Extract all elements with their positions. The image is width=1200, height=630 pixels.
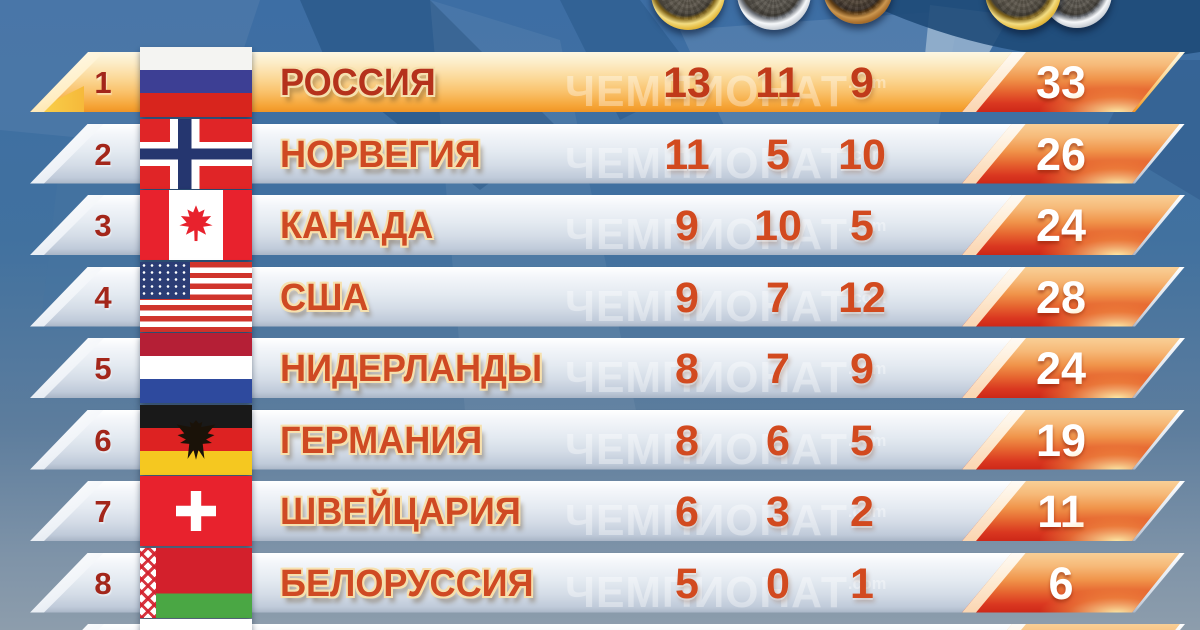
rank-label: 5 bbox=[94, 351, 112, 386]
rank-label: 2 bbox=[94, 136, 112, 172]
total-count: 6 bbox=[1048, 557, 1074, 609]
total-count: 24 bbox=[1035, 200, 1087, 251]
watermark: ЧЕМПИОНАТ.com bbox=[565, 424, 887, 474]
rank-label: 6 bbox=[94, 422, 112, 458]
total-box: 19 bbox=[930, 410, 1180, 470]
watermark: ЧЕМПИОНАТ.com bbox=[565, 567, 887, 617]
gold-count: 9 bbox=[675, 202, 699, 250]
table-row: ЧЕМПИОНАТ.com 5 НИДЕРЛАНДЫ 8 7 9 24 bbox=[30, 333, 1185, 403]
country-flag-icon bbox=[140, 547, 252, 618]
table-row: ЧЕМПИОНАТ.com 2 НОРВЕГИЯ 11 5 10 26 bbox=[30, 118, 1185, 189]
total-box: 26 bbox=[930, 124, 1180, 184]
table-row: ЧЕМПИОНАТ.com 7 ШВЕЙЦАРИЯ 6 3 2 11 bbox=[30, 476, 1185, 546]
gold-count: 5 bbox=[675, 559, 699, 608]
country-name: НОРВЕГИЯ bbox=[280, 133, 481, 176]
watermark: ЧЕМПИОНАТ.com bbox=[565, 353, 887, 402]
gold-count: 13 bbox=[663, 59, 711, 107]
country-name: ГЕРМАНИЯ bbox=[280, 419, 483, 462]
watermark: ЧЕМПИОНАТ.com bbox=[565, 281, 887, 331]
country-flag-icon bbox=[140, 118, 252, 189]
bronze-count: 1 bbox=[850, 559, 874, 608]
bronze-count: 5 bbox=[850, 202, 874, 250]
silver-count: 6 bbox=[766, 416, 790, 465]
row-band: ЧЕМПИОНАТ.com 5 НИДЕРЛАНДЫ 8 7 9 24 bbox=[30, 338, 1185, 398]
country-flag-icon bbox=[140, 261, 252, 332]
gold-count: 6 bbox=[675, 488, 699, 536]
country-flag-icon bbox=[140, 333, 252, 403]
total-count: 28 bbox=[1035, 271, 1087, 323]
silver-count: 10 bbox=[754, 202, 802, 250]
gold-count bbox=[642, 624, 732, 630]
rank-label: 3 bbox=[94, 208, 112, 243]
table-row bbox=[30, 619, 1185, 630]
silver-count: 3 bbox=[766, 488, 790, 536]
country-name: ШВЕЙЦАРИЯ bbox=[280, 491, 521, 533]
silver-count: 5 bbox=[766, 130, 790, 179]
total-count: 33 bbox=[1035, 57, 1087, 108]
bronze-count: 2 bbox=[850, 488, 874, 536]
silver-count: 7 bbox=[766, 273, 790, 322]
country-flag-icon bbox=[140, 476, 252, 546]
total-count: 11 bbox=[1037, 486, 1085, 537]
bronze-count: 5 bbox=[850, 416, 874, 465]
total-box: 33 bbox=[930, 52, 1180, 112]
silver-count bbox=[733, 624, 823, 630]
silver-count: 0 bbox=[766, 559, 790, 608]
total-box bbox=[930, 624, 1180, 630]
watermark: ЧЕМПИОНАТ.com bbox=[565, 496, 887, 545]
table-row: ЧЕМПИОНАТ.com 6 ГЕРМАНИЯ 8 6 5 19 bbox=[30, 404, 1185, 475]
total-count: 26 bbox=[1035, 128, 1087, 180]
country-name: РОССИЯ bbox=[280, 62, 436, 104]
total-box: 11 bbox=[930, 481, 1180, 541]
total-box: 24 bbox=[930, 195, 1180, 255]
bronze-count: 9 bbox=[850, 345, 874, 393]
country-name: КАНАДА bbox=[280, 205, 434, 247]
watermark: ЧЕМПИОНАТ.com bbox=[565, 138, 887, 188]
country-flag-icon bbox=[140, 619, 252, 630]
row-band: ЧЕМПИОНАТ.com 7 ШВЕЙЦАРИЯ 6 3 2 11 bbox=[30, 481, 1185, 541]
gold-count: 8 bbox=[675, 345, 699, 393]
table-row: ЧЕМПИОНАТ.com 4 США 9 7 12 28 bbox=[30, 261, 1185, 332]
total-count: 24 bbox=[1035, 343, 1087, 394]
silver-count: 7 bbox=[766, 345, 790, 393]
silver-count: 11 bbox=[755, 59, 801, 107]
country-name: США bbox=[280, 276, 369, 319]
rank-label bbox=[64, 624, 142, 630]
total-box: 28 bbox=[930, 267, 1180, 327]
gold-count: 8 bbox=[675, 416, 699, 465]
bronze-count bbox=[817, 624, 907, 630]
country-flag-icon bbox=[140, 47, 252, 117]
gold-count: 11 bbox=[664, 130, 710, 179]
bronze-count: 12 bbox=[838, 273, 886, 322]
bronze-count: 9 bbox=[850, 59, 874, 107]
country-name: НИДЕРЛАНДЫ bbox=[280, 348, 543, 390]
total-count: 19 bbox=[1035, 414, 1087, 466]
rank-label: 1 bbox=[94, 65, 112, 100]
country-name: БЕЛОРУССИЯ bbox=[280, 562, 534, 605]
watermark: ЧЕМПИОНАТ.com bbox=[565, 210, 887, 259]
rank-label: 7 bbox=[94, 494, 112, 529]
country-flag-icon bbox=[140, 404, 252, 475]
bronze-count: 10 bbox=[838, 130, 886, 179]
rank-label: 8 bbox=[94, 565, 112, 601]
country-flag-icon bbox=[140, 190, 252, 260]
watermark: ЧЕМПИОНАТ.com bbox=[565, 67, 887, 116]
rank-label: 4 bbox=[94, 279, 112, 315]
total-box: 6 bbox=[930, 553, 1180, 613]
total-box: 24 bbox=[930, 338, 1180, 398]
gold-count: 9 bbox=[675, 273, 699, 322]
table-row: ЧЕМПИОНАТ.com 3 КАНАДА 9 10 5 24 bbox=[30, 190, 1185, 260]
table-row: ЧЕМПИОНАТ.com 1 РОССИЯ 13 11 9 33 bbox=[30, 47, 1185, 117]
table-row: ЧЕМПИОНАТ.com 8 БЕЛОРУССИЯ 5 0 1 6 bbox=[30, 547, 1185, 618]
total-count bbox=[990, 624, 1132, 630]
